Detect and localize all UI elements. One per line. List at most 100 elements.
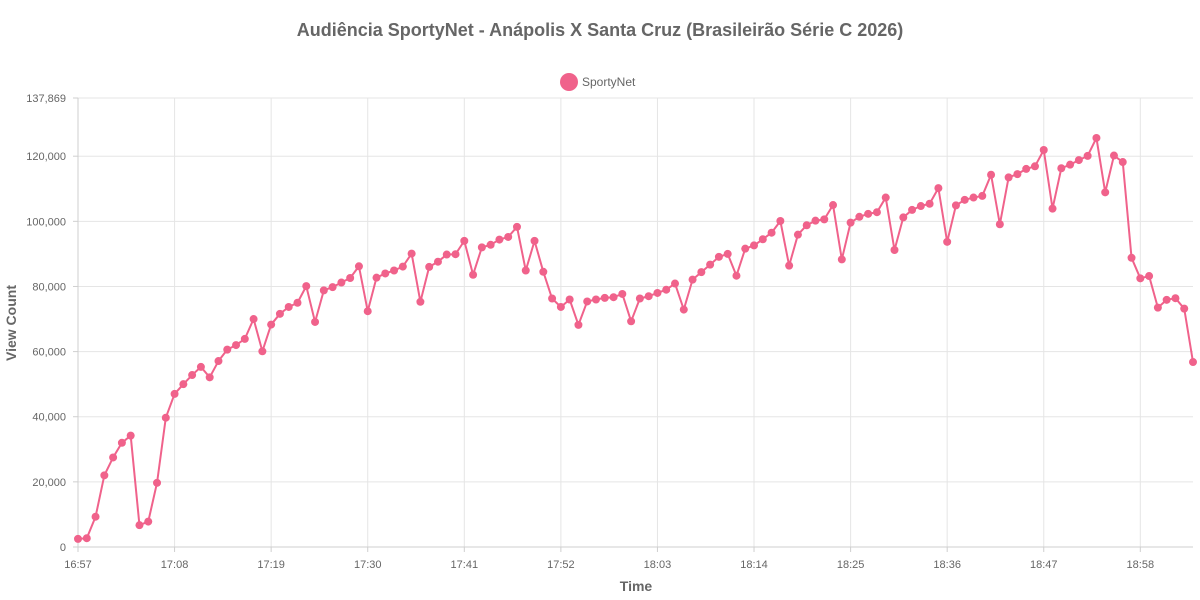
- data-point[interactable]: [600, 293, 609, 302]
- data-point[interactable]: [960, 195, 969, 204]
- data-point[interactable]: [433, 257, 442, 266]
- data-point[interactable]: [644, 292, 653, 301]
- data-point[interactable]: [881, 193, 890, 202]
- data-point[interactable]: [662, 285, 671, 294]
- data-point[interactable]: [556, 302, 565, 311]
- data-point[interactable]: [363, 307, 372, 316]
- data-point[interactable]: [793, 230, 802, 239]
- data-point[interactable]: [1109, 151, 1118, 160]
- data-point[interactable]: [934, 184, 943, 193]
- data-point[interactable]: [398, 262, 407, 271]
- data-point[interactable]: [451, 250, 460, 259]
- legend[interactable]: SportyNet: [560, 73, 636, 91]
- data-point[interactable]: [232, 341, 241, 350]
- data-point[interactable]: [741, 244, 750, 253]
- data-point[interactable]: [618, 289, 627, 298]
- data-point[interactable]: [1171, 294, 1180, 303]
- data-point[interactable]: [1145, 272, 1154, 281]
- data-point[interactable]: [820, 215, 829, 224]
- data-point[interactable]: [425, 262, 434, 271]
- data-point[interactable]: [91, 512, 100, 521]
- data-point[interactable]: [951, 201, 960, 210]
- data-point[interactable]: [671, 279, 680, 288]
- data-point[interactable]: [829, 201, 838, 210]
- data-point[interactable]: [714, 252, 723, 261]
- data-point[interactable]: [627, 317, 636, 326]
- data-point[interactable]: [1074, 156, 1083, 165]
- data-point[interactable]: [328, 283, 337, 292]
- data-point[interactable]: [609, 293, 618, 302]
- data-point[interactable]: [258, 347, 267, 356]
- data-point[interactable]: [1136, 274, 1145, 283]
- data-point[interactable]: [407, 249, 416, 258]
- data-point[interactable]: [188, 371, 197, 380]
- data-point[interactable]: [758, 235, 767, 244]
- data-point[interactable]: [591, 295, 600, 304]
- data-point[interactable]: [776, 217, 785, 225]
- data-point[interactable]: [1022, 164, 1031, 173]
- data-point[interactable]: [442, 250, 451, 259]
- data-point[interactable]: [987, 170, 996, 179]
- data-point[interactable]: [354, 262, 363, 271]
- data-point[interactable]: [477, 243, 486, 252]
- data-point[interactable]: [723, 249, 732, 258]
- data-point[interactable]: [943, 237, 952, 246]
- data-point[interactable]: [196, 362, 205, 371]
- data-point[interactable]: [161, 413, 170, 422]
- data-point[interactable]: [170, 389, 179, 398]
- data-point[interactable]: [697, 268, 706, 277]
- data-point[interactable]: [74, 534, 82, 543]
- data-point[interactable]: [1153, 303, 1162, 312]
- data-point[interactable]: [1127, 253, 1136, 262]
- data-point[interactable]: [284, 302, 293, 311]
- data-point[interactable]: [1013, 170, 1022, 179]
- data-point[interactable]: [908, 205, 917, 214]
- data-point[interactable]: [109, 453, 118, 462]
- data-point[interactable]: [978, 191, 987, 200]
- data-point[interactable]: [767, 228, 776, 237]
- data-point[interactable]: [1039, 146, 1048, 155]
- data-point[interactable]: [1004, 173, 1013, 182]
- data-point[interactable]: [653, 288, 662, 297]
- data-point[interactable]: [679, 305, 688, 314]
- data-point[interactable]: [205, 373, 214, 382]
- data-point[interactable]: [82, 534, 91, 543]
- data-point[interactable]: [319, 286, 328, 295]
- data-point[interactable]: [1189, 358, 1197, 367]
- data-point[interactable]: [486, 240, 495, 249]
- data-point[interactable]: [1057, 164, 1066, 173]
- data-point[interactable]: [223, 345, 232, 354]
- data-point[interactable]: [539, 267, 548, 276]
- data-point[interactable]: [275, 309, 284, 318]
- data-point[interactable]: [144, 517, 153, 526]
- data-point[interactable]: [1030, 162, 1039, 171]
- data-point[interactable]: [574, 320, 583, 329]
- data-point[interactable]: [416, 297, 425, 306]
- data-point[interactable]: [179, 380, 188, 389]
- data-point[interactable]: [240, 334, 249, 343]
- data-point[interactable]: [925, 199, 934, 208]
- data-point[interactable]: [267, 320, 276, 329]
- data-point[interactable]: [302, 282, 311, 291]
- data-point[interactable]: [890, 245, 899, 254]
- data-point[interactable]: [100, 471, 109, 480]
- data-point[interactable]: [214, 357, 223, 366]
- data-point[interactable]: [495, 235, 504, 244]
- data-point[interactable]: [548, 294, 557, 303]
- data-point[interactable]: [583, 297, 592, 306]
- data-point[interactable]: [855, 212, 864, 221]
- data-point[interactable]: [293, 298, 302, 307]
- data-point[interactable]: [249, 315, 258, 324]
- data-point[interactable]: [995, 220, 1004, 229]
- data-point[interactable]: [135, 521, 144, 530]
- data-point[interactable]: [1162, 295, 1171, 304]
- data-point[interactable]: [117, 438, 126, 447]
- data-point[interactable]: [372, 273, 381, 282]
- data-point[interactable]: [469, 270, 478, 279]
- data-point[interactable]: [635, 294, 644, 303]
- data-point[interactable]: [1101, 188, 1110, 197]
- data-point[interactable]: [311, 317, 320, 326]
- data-point[interactable]: [864, 209, 873, 218]
- data-point[interactable]: [732, 271, 741, 280]
- data-point[interactable]: [1066, 160, 1075, 169]
